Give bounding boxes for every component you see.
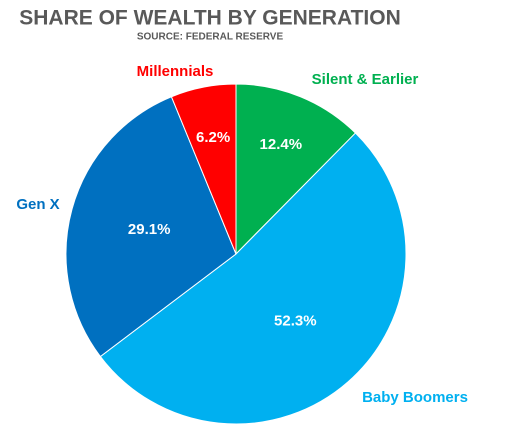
value-label: 52.3% bbox=[274, 313, 317, 330]
pie-slice bbox=[99, 132, 407, 425]
category-label: Silent & Earlier bbox=[312, 71, 419, 88]
category-label: Millennials bbox=[137, 63, 214, 80]
value-label: 29.1% bbox=[128, 221, 171, 238]
pie-slice bbox=[65, 96, 237, 358]
pie-slice bbox=[235, 83, 357, 256]
category-label: Gen X bbox=[16, 196, 59, 213]
pie-slice bbox=[170, 83, 237, 255]
chart-title: SHARE OF WEALTH BY GENERATION bbox=[19, 7, 401, 30]
category-label: Baby Boomers bbox=[362, 389, 468, 406]
value-label: 6.2% bbox=[196, 129, 230, 146]
chart-subtitle: SOURCE: FEDERAL RESERVE bbox=[137, 32, 284, 43]
value-label: 12.4% bbox=[260, 136, 303, 153]
